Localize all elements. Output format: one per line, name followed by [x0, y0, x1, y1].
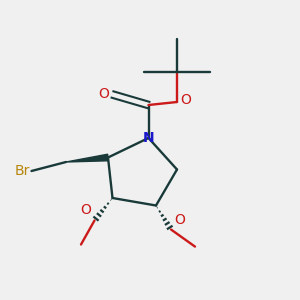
Text: N: N	[143, 131, 154, 145]
Text: Br: Br	[15, 164, 30, 178]
Text: O: O	[180, 94, 191, 107]
Text: O: O	[99, 88, 110, 101]
Polygon shape	[66, 154, 108, 162]
Text: O: O	[174, 212, 185, 226]
Text: O: O	[81, 203, 92, 218]
